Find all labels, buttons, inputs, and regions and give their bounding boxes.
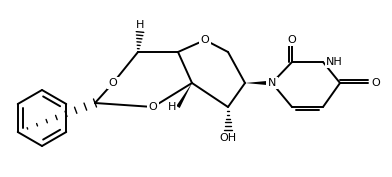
Polygon shape bbox=[176, 83, 192, 108]
Text: N: N bbox=[268, 78, 276, 88]
Text: O: O bbox=[288, 35, 296, 45]
Text: NH: NH bbox=[326, 57, 343, 67]
Text: O: O bbox=[109, 78, 117, 88]
Polygon shape bbox=[245, 81, 272, 85]
Text: OH: OH bbox=[220, 133, 236, 143]
Text: H: H bbox=[168, 102, 176, 112]
Text: O: O bbox=[149, 102, 157, 112]
Text: O: O bbox=[371, 78, 380, 88]
Text: H: H bbox=[136, 20, 144, 30]
Text: O: O bbox=[201, 35, 209, 45]
